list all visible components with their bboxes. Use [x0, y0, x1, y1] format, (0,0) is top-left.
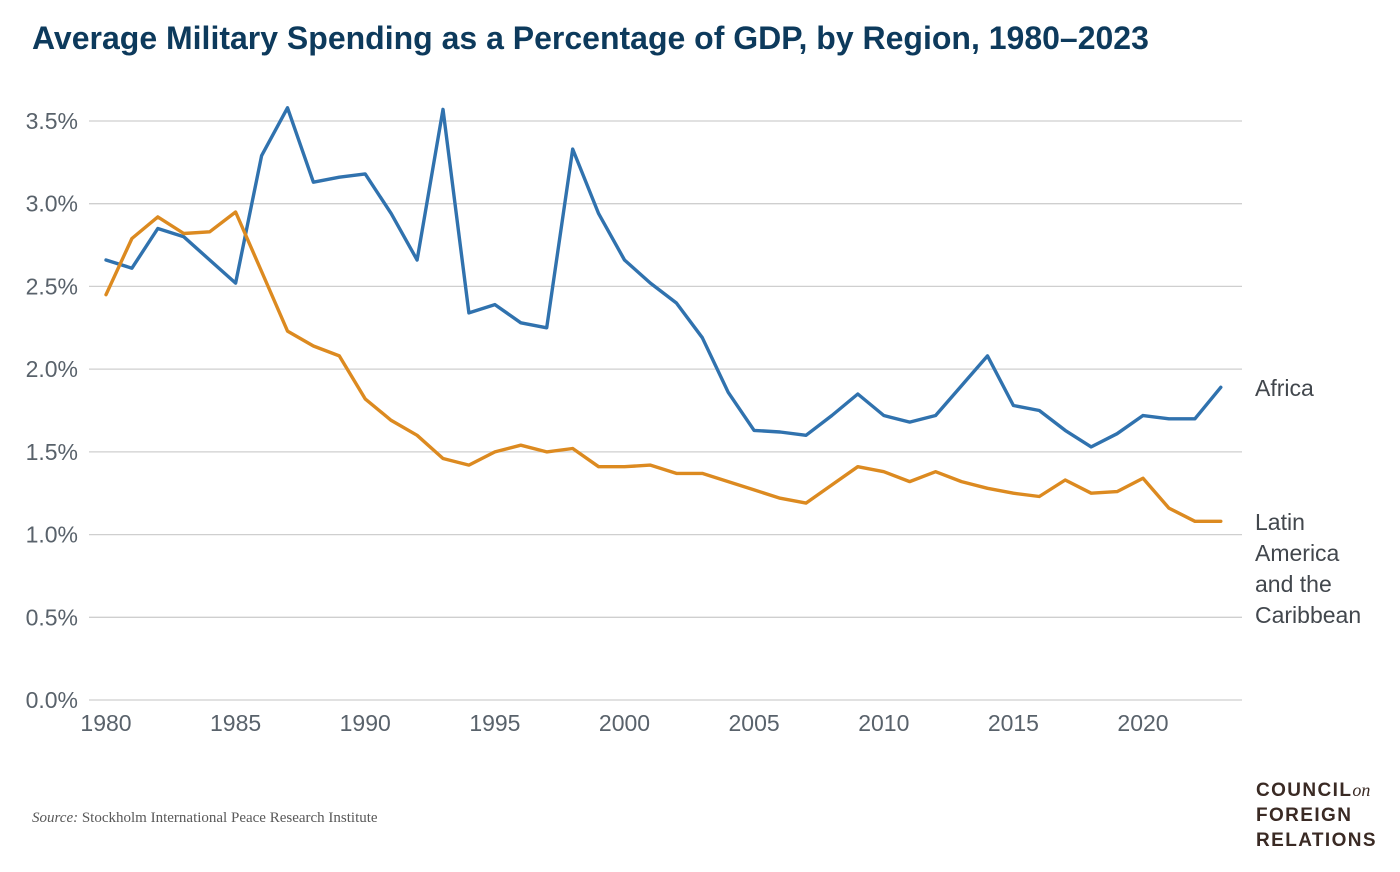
- svg-text:3.0%: 3.0%: [26, 191, 78, 217]
- svg-text:3.5%: 3.5%: [26, 108, 78, 134]
- svg-text:America: America: [1255, 540, 1340, 566]
- svg-text:0.0%: 0.0%: [26, 687, 78, 713]
- svg-text:Caribbean: Caribbean: [1255, 602, 1361, 628]
- svg-text:2005: 2005: [729, 710, 780, 736]
- svg-text:and the: and the: [1255, 571, 1332, 597]
- svg-text:Africa: Africa: [1255, 375, 1314, 401]
- svg-text:2020: 2020: [1117, 710, 1168, 736]
- svg-text:1995: 1995: [469, 710, 520, 736]
- svg-text:2010: 2010: [858, 710, 909, 736]
- svg-text:1990: 1990: [340, 710, 391, 736]
- svg-text:2.0%: 2.0%: [26, 356, 78, 382]
- svg-text:1985: 1985: [210, 710, 261, 736]
- svg-text:1.5%: 1.5%: [26, 439, 78, 465]
- svg-text:1.0%: 1.0%: [26, 522, 78, 548]
- svg-text:2000: 2000: [599, 710, 650, 736]
- svg-text:0.5%: 0.5%: [26, 604, 78, 630]
- svg-text:1980: 1980: [80, 710, 131, 736]
- svg-text:2.5%: 2.5%: [26, 273, 78, 299]
- svg-text:Latin: Latin: [1255, 509, 1305, 535]
- svg-text:2015: 2015: [988, 710, 1039, 736]
